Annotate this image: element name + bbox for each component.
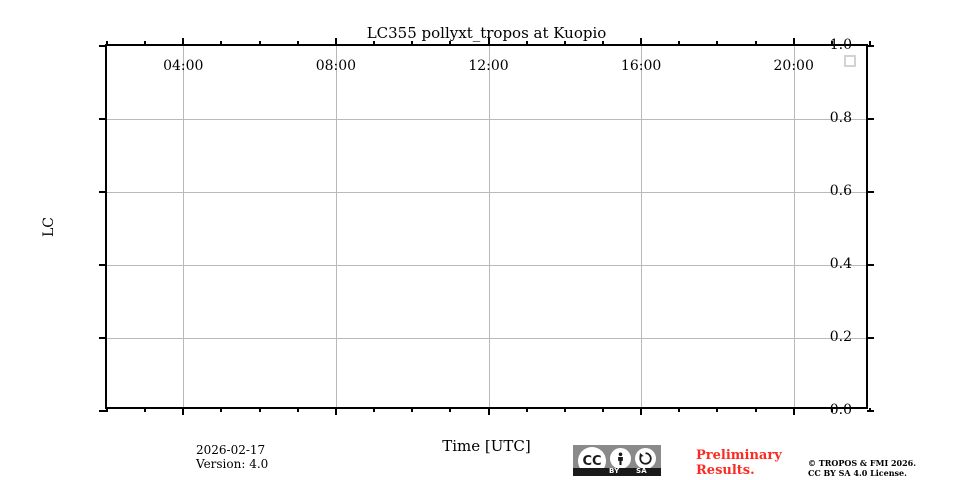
y-tick-mark <box>99 264 106 266</box>
cc-sa-label: SA <box>636 467 647 475</box>
x-tick-minor <box>449 408 452 412</box>
copyright-notice: © TROPOS & FMI 2026. CC BY SA 4.0 Licens… <box>808 458 916 478</box>
gridline-vertical <box>793 46 795 407</box>
y-tick-mark <box>99 118 106 120</box>
x-tick-major-top <box>792 38 795 45</box>
x-tick-minor <box>830 408 833 412</box>
x-tick-minor-top <box>296 41 299 45</box>
gridline-vertical <box>641 46 643 407</box>
x-tick-minor-top <box>144 41 147 45</box>
cc-share-alike-icon <box>635 448 656 469</box>
copyright-line-2: CC BY SA 4.0 License. <box>808 468 907 478</box>
x-tick-minor <box>106 408 108 412</box>
gridline-vertical <box>335 46 337 407</box>
x-tick-major <box>487 408 490 415</box>
y-tick-mark-right <box>867 264 874 266</box>
x-tick-minor <box>869 408 871 412</box>
y-tick-mark <box>99 45 106 47</box>
x-tick-major-top <box>182 38 185 45</box>
x-tick-label: 12:00 <box>468 58 509 74</box>
gridline-horizontal <box>107 338 866 339</box>
x-tick-minor-top <box>869 41 871 45</box>
x-tick-minor <box>220 408 223 412</box>
legend-placeholder-box <box>844 55 856 67</box>
y-tick-label: 0.6 <box>829 183 852 199</box>
x-tick-minor <box>296 408 299 412</box>
y-tick-mark <box>99 191 106 193</box>
x-tick-major <box>334 408 337 415</box>
cc-attribution-person-icon <box>610 448 631 469</box>
y-tick-mark <box>99 337 106 339</box>
x-tick-major <box>182 408 185 415</box>
x-tick-minor-top <box>754 41 757 45</box>
plot-area[interactable]: 0.0 0.2 0.4 0.6 0.8 1.0 04:00 08:00 12:00 16:00 2… <box>99 37 874 418</box>
x-tick-major <box>792 408 795 415</box>
y-axis-label-text: LC <box>41 216 58 237</box>
x-tick-label: 04:00 <box>163 58 204 74</box>
x-tick-minor-top <box>411 41 414 45</box>
y-tick-label: 0.8 <box>829 110 852 126</box>
chart-title: LC355 pollyxt_tropos at Kuopio <box>366 24 607 42</box>
copyright-line-1: © TROPOS & FMI 2026. <box>808 458 917 468</box>
preliminary-results-notice: Preliminary Results. <box>696 448 782 478</box>
y-tick-mark-right <box>867 191 874 193</box>
x-tick-minor-top <box>106 41 108 45</box>
x-tick-label: 20:00 <box>773 58 814 74</box>
x-tick-minor-top <box>601 41 604 45</box>
y-tick-label: 0.0 <box>829 402 852 418</box>
cc-by-label: BY <box>609 467 620 475</box>
x-tick-minor <box>411 408 414 412</box>
y-tick-label: 1.0 <box>829 37 852 53</box>
x-tick-minor-top <box>220 41 223 45</box>
x-tick-major-top <box>487 38 490 45</box>
x-tick-major-top <box>640 38 643 45</box>
x-tick-minor <box>563 408 566 412</box>
x-axis-label: Time [UTC] <box>442 437 531 455</box>
gridline-horizontal <box>107 119 866 120</box>
y-axis-label: LC <box>40 44 58 409</box>
x-tick-minor-top <box>373 41 376 45</box>
preliminary-line-2: Results. <box>696 463 755 478</box>
x-tick-major <box>640 408 643 415</box>
x-tick-minor <box>258 408 261 412</box>
plot-inner <box>107 46 866 407</box>
y-tick-mark-right <box>867 118 874 120</box>
x-tick-minor-top <box>525 41 528 45</box>
y-tick-label: 0.4 <box>829 256 852 272</box>
x-tick-minor-top <box>449 41 452 45</box>
x-tick-minor <box>716 408 719 412</box>
y-tick-mark <box>99 410 106 412</box>
cc-badge-top: CC <box>573 445 661 475</box>
x-tick-minor <box>678 408 681 412</box>
x-tick-label: 08:00 <box>315 58 357 74</box>
x-tick-minor <box>601 408 604 412</box>
x-tick-minor-top <box>258 41 261 45</box>
x-tick-minor <box>144 408 147 412</box>
y-tick-label: 0.2 <box>829 329 852 345</box>
y-tick-mark-right <box>867 337 874 339</box>
x-tick-label: 16:00 <box>620 58 662 74</box>
x-tick-minor <box>754 408 757 412</box>
cc-badge-bottom-bar: BY SA <box>573 467 661 476</box>
x-tick-minor <box>525 408 528 412</box>
x-tick-minor-top <box>678 41 681 45</box>
preliminary-line-1: Preliminary <box>696 448 782 463</box>
x-tick-minor-top <box>716 41 719 45</box>
x-tick-major-top <box>334 38 337 45</box>
cc-logo-text: CC <box>582 453 602 469</box>
x-tick-minor <box>373 408 376 412</box>
x-tick-minor-top <box>830 41 833 45</box>
footer-metadata: 2026-02-17 Version: 4.0 <box>196 443 268 471</box>
gridline-vertical <box>183 46 185 407</box>
y-tick-mark-right <box>867 45 874 47</box>
footer-version: Version: 4.0 <box>196 457 269 471</box>
cc-license-badge-icon: CC BY SA <box>573 445 661 476</box>
x-tick-minor-top <box>563 41 566 45</box>
gridline-vertical <box>488 46 490 407</box>
gridline-horizontal <box>107 192 866 193</box>
gridline-horizontal <box>107 265 866 266</box>
footer-date: 2026-02-17 <box>196 443 266 457</box>
